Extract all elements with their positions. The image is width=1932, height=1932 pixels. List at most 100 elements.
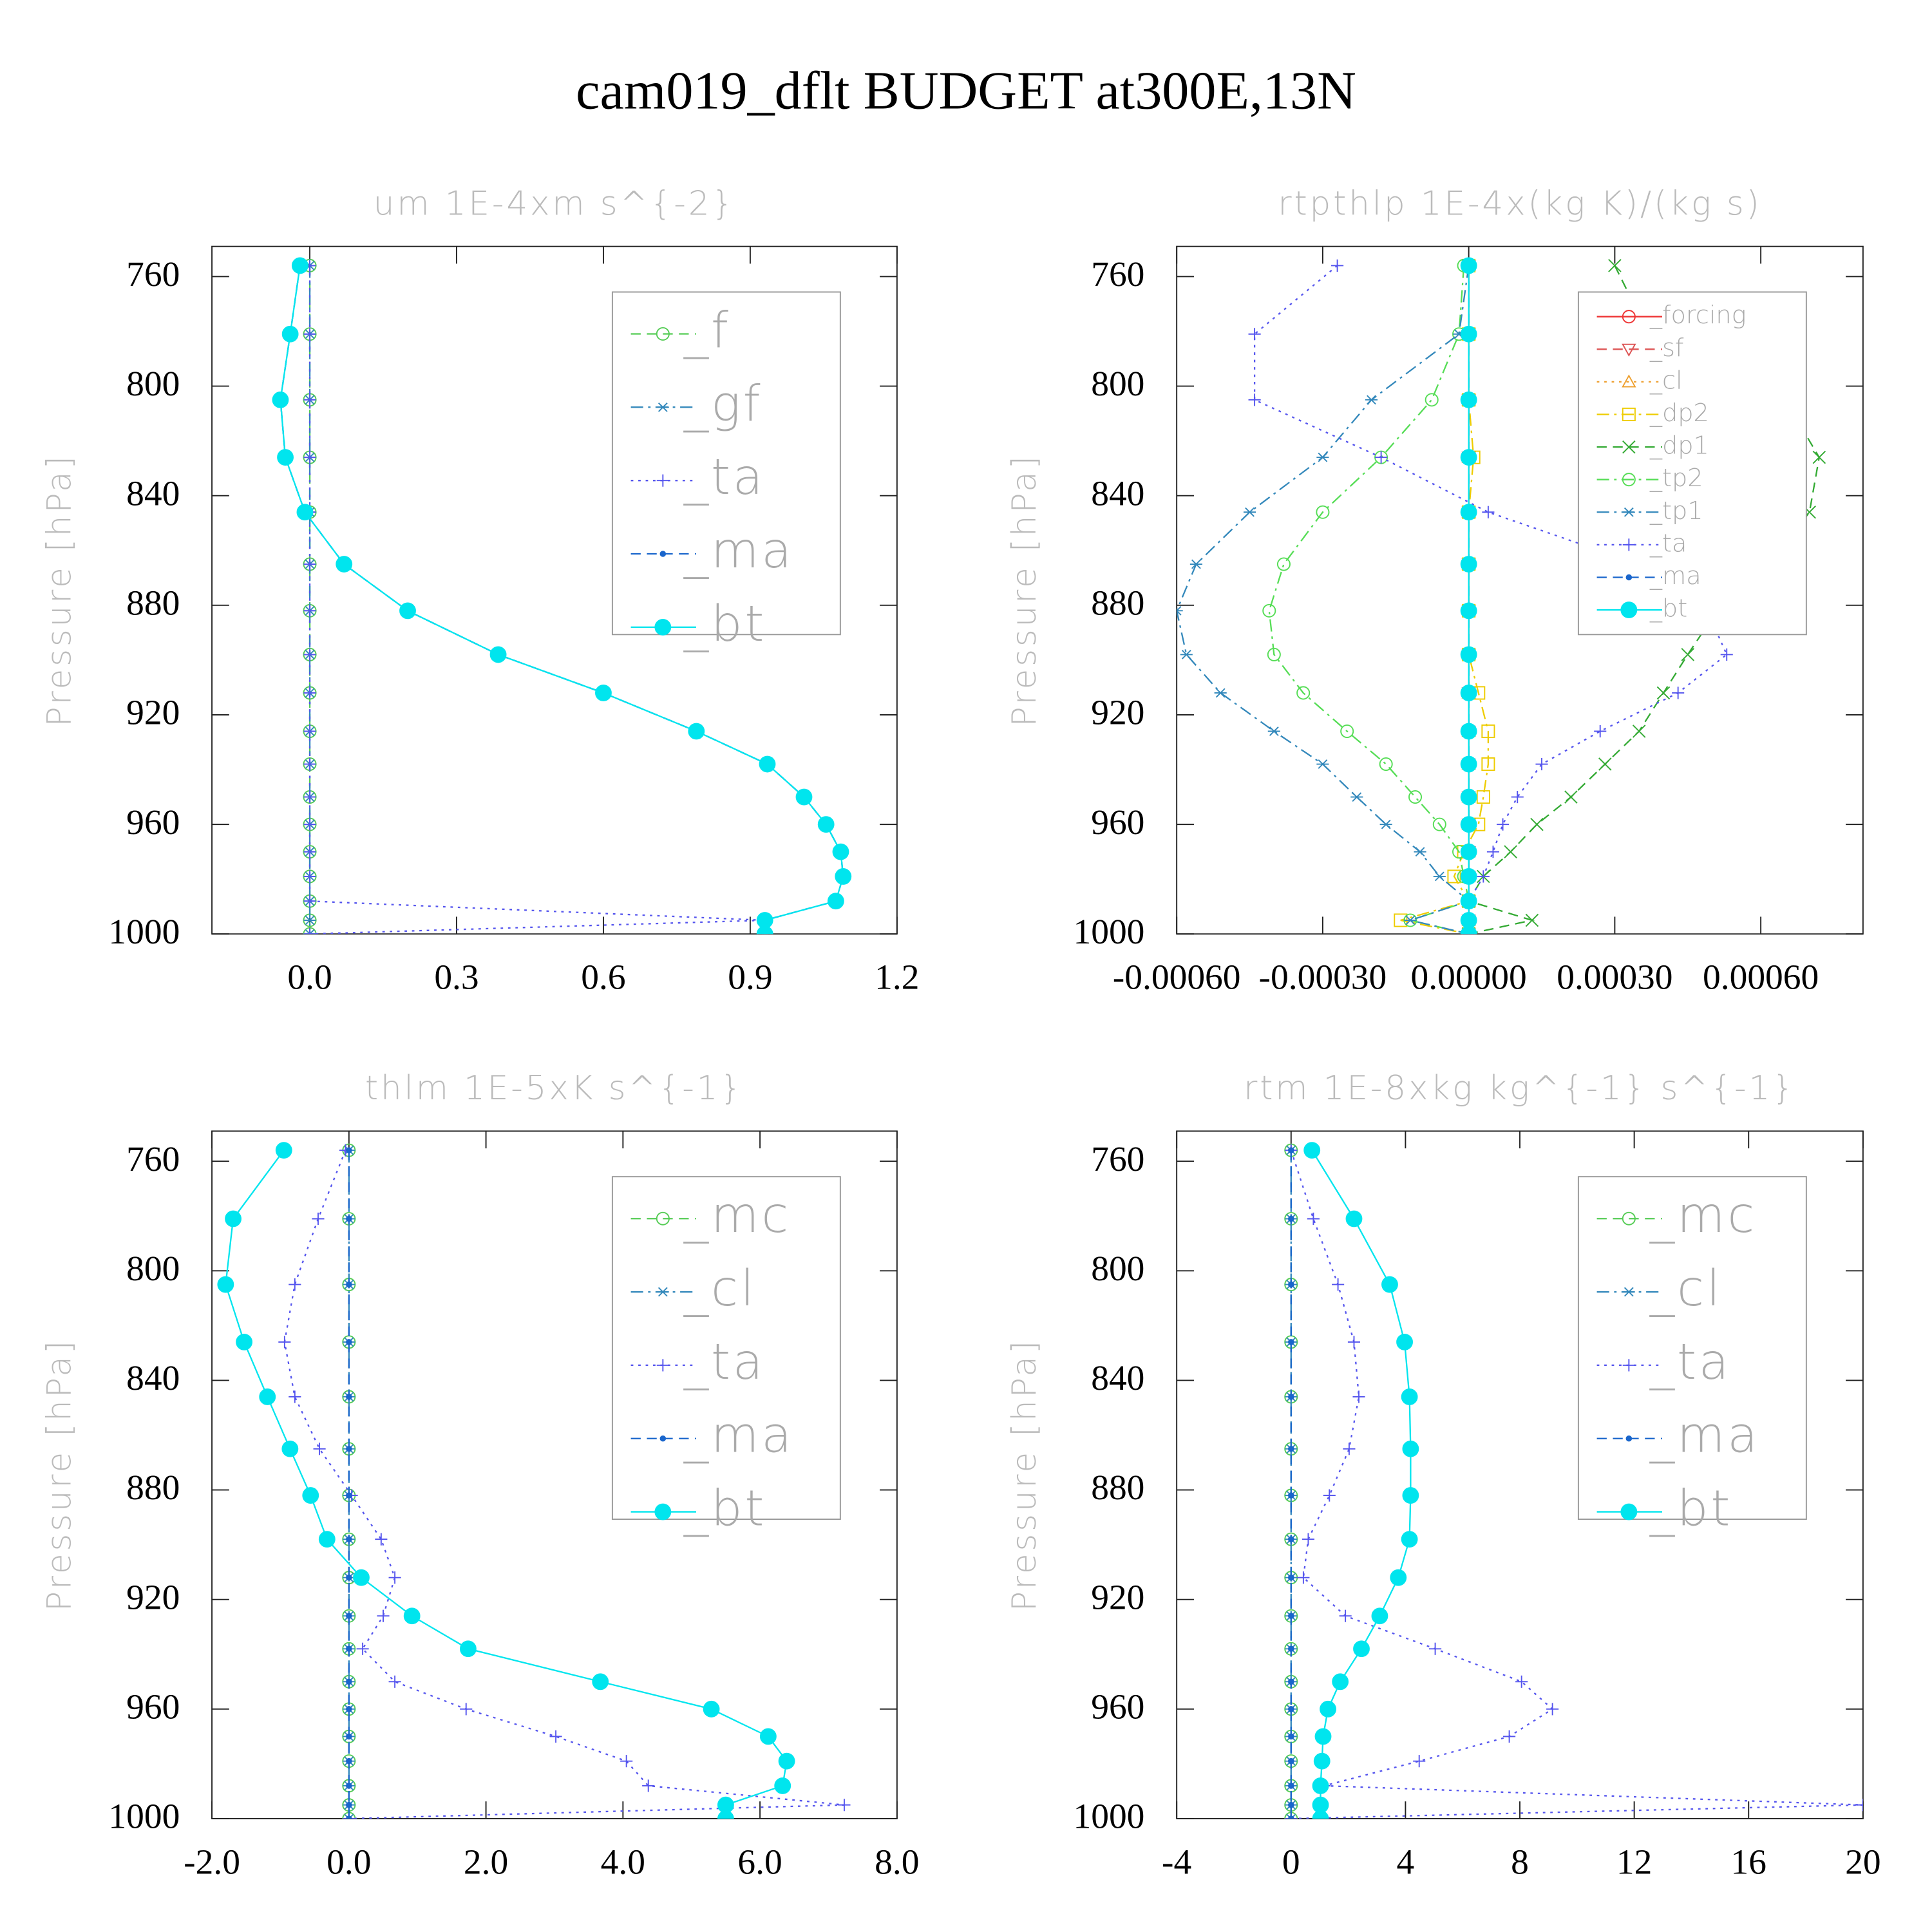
marker bbox=[1332, 1673, 1349, 1690]
marker bbox=[1504, 845, 1517, 858]
legend-label: _gf bbox=[683, 375, 763, 433]
marker bbox=[759, 755, 776, 773]
panel: thlm 1E-5xK s^{-1} Pressure [hPa] 760 800 84… bbox=[41, 1069, 920, 1882]
x-tick-label: 8.0 bbox=[875, 1842, 919, 1882]
marker bbox=[1288, 1215, 1294, 1222]
marker bbox=[1460, 816, 1477, 833]
marker bbox=[1622, 407, 1636, 422]
x-tick-label: 0.9 bbox=[728, 958, 772, 998]
marker bbox=[1620, 601, 1638, 618]
marker bbox=[778, 1752, 795, 1770]
marker bbox=[346, 1339, 352, 1345]
marker bbox=[303, 724, 316, 738]
marker bbox=[1331, 259, 1344, 272]
marker bbox=[1402, 1440, 1419, 1457]
marker bbox=[259, 1388, 276, 1405]
marker bbox=[1481, 757, 1495, 772]
legend: _mc _cl _ta _ma _bt bbox=[1577, 1176, 1807, 1538]
marker bbox=[817, 816, 835, 833]
marker bbox=[1352, 1390, 1365, 1403]
legend-label: _ma bbox=[683, 1407, 794, 1464]
plot-area bbox=[1284, 1142, 1863, 1819]
marker bbox=[460, 1703, 473, 1716]
x-tick-label: -0.00060 bbox=[1113, 958, 1241, 998]
marker bbox=[1622, 374, 1636, 388]
marker bbox=[1288, 1574, 1294, 1581]
x-tick-label: 6.0 bbox=[737, 1842, 782, 1882]
marker bbox=[1460, 755, 1477, 773]
marker bbox=[460, 1640, 477, 1658]
marker bbox=[1396, 1333, 1413, 1350]
marker bbox=[318, 1531, 336, 1548]
y-tick-label: 880 bbox=[126, 583, 180, 623]
marker bbox=[1460, 325, 1477, 343]
marker bbox=[1477, 870, 1490, 883]
x-tick-label: -4 bbox=[1162, 1842, 1191, 1882]
marker bbox=[1460, 391, 1477, 408]
marker bbox=[1248, 328, 1261, 341]
marker bbox=[346, 1445, 352, 1452]
marker bbox=[1316, 452, 1329, 462]
marker bbox=[275, 1142, 292, 1159]
marker bbox=[289, 1390, 301, 1403]
legend-label: _bt bbox=[683, 1481, 766, 1538]
x-tick-label: 2.0 bbox=[464, 1842, 508, 1882]
marker bbox=[756, 925, 773, 934]
legend-label: _dp2 bbox=[1649, 399, 1709, 428]
marker bbox=[1339, 1609, 1352, 1622]
marker bbox=[346, 1492, 352, 1499]
marker bbox=[1598, 757, 1612, 771]
marker bbox=[1381, 1276, 1398, 1293]
panel: um 1E-4xm s^{-2} Pressure [hPa] 760 800 840 8… bbox=[41, 185, 920, 998]
y-tick-label: 960 bbox=[126, 803, 180, 842]
marker bbox=[1476, 790, 1490, 804]
marker bbox=[346, 1757, 352, 1765]
marker bbox=[1622, 538, 1635, 551]
marker bbox=[1857, 1799, 1863, 1812]
marker bbox=[1288, 1678, 1294, 1685]
marker bbox=[1460, 788, 1477, 806]
marker bbox=[1316, 759, 1329, 769]
y-tick-label: 760 bbox=[1091, 255, 1144, 294]
y-tick-label: 1000 bbox=[108, 913, 180, 952]
legend-label: _bt bbox=[1649, 1481, 1732, 1538]
panel-title: rtm 1E-8xkg kg^{-1} s^{-1} bbox=[1244, 1069, 1796, 1108]
legend-label: _bt bbox=[1649, 594, 1687, 623]
legend-label: _cl bbox=[1649, 366, 1683, 395]
marker bbox=[654, 618, 672, 636]
series-line bbox=[1290, 1150, 1863, 1819]
legend-box bbox=[611, 1176, 841, 1520]
x-tick-label: 20 bbox=[1845, 1842, 1880, 1882]
y-tick-label: 960 bbox=[1091, 803, 1144, 842]
marker bbox=[1530, 817, 1544, 831]
marker bbox=[1288, 1815, 1294, 1819]
marker bbox=[388, 1675, 401, 1688]
marker bbox=[1460, 504, 1477, 521]
x-tick-label: 0.00000 bbox=[1411, 958, 1527, 998]
marker bbox=[659, 551, 667, 557]
legend-label: _forcing bbox=[1649, 301, 1747, 330]
marker bbox=[1379, 819, 1392, 829]
marker bbox=[336, 556, 353, 573]
x-tick-label: 0.00060 bbox=[1703, 958, 1819, 998]
marker bbox=[1620, 1503, 1638, 1520]
marker bbox=[1414, 847, 1426, 857]
marker bbox=[1503, 1730, 1516, 1743]
y-tick-label: 760 bbox=[1091, 1140, 1144, 1179]
marker bbox=[1486, 846, 1500, 858]
marker bbox=[346, 1394, 352, 1400]
y-tick-label: 920 bbox=[1091, 1578, 1144, 1617]
marker bbox=[1343, 1443, 1356, 1455]
marker bbox=[303, 757, 316, 771]
x-tick-label: 12 bbox=[1616, 1842, 1652, 1882]
marker bbox=[1460, 843, 1477, 860]
y-tick-label: 800 bbox=[126, 365, 180, 404]
marker bbox=[1460, 685, 1477, 701]
marker bbox=[346, 1815, 352, 1819]
plot-area bbox=[217, 1142, 851, 1819]
marker bbox=[1345, 1210, 1363, 1227]
marker bbox=[1296, 686, 1311, 700]
marker bbox=[236, 1333, 252, 1350]
x-tick-label: 1.2 bbox=[875, 958, 919, 998]
x-tick-label: 0.0 bbox=[287, 958, 332, 998]
